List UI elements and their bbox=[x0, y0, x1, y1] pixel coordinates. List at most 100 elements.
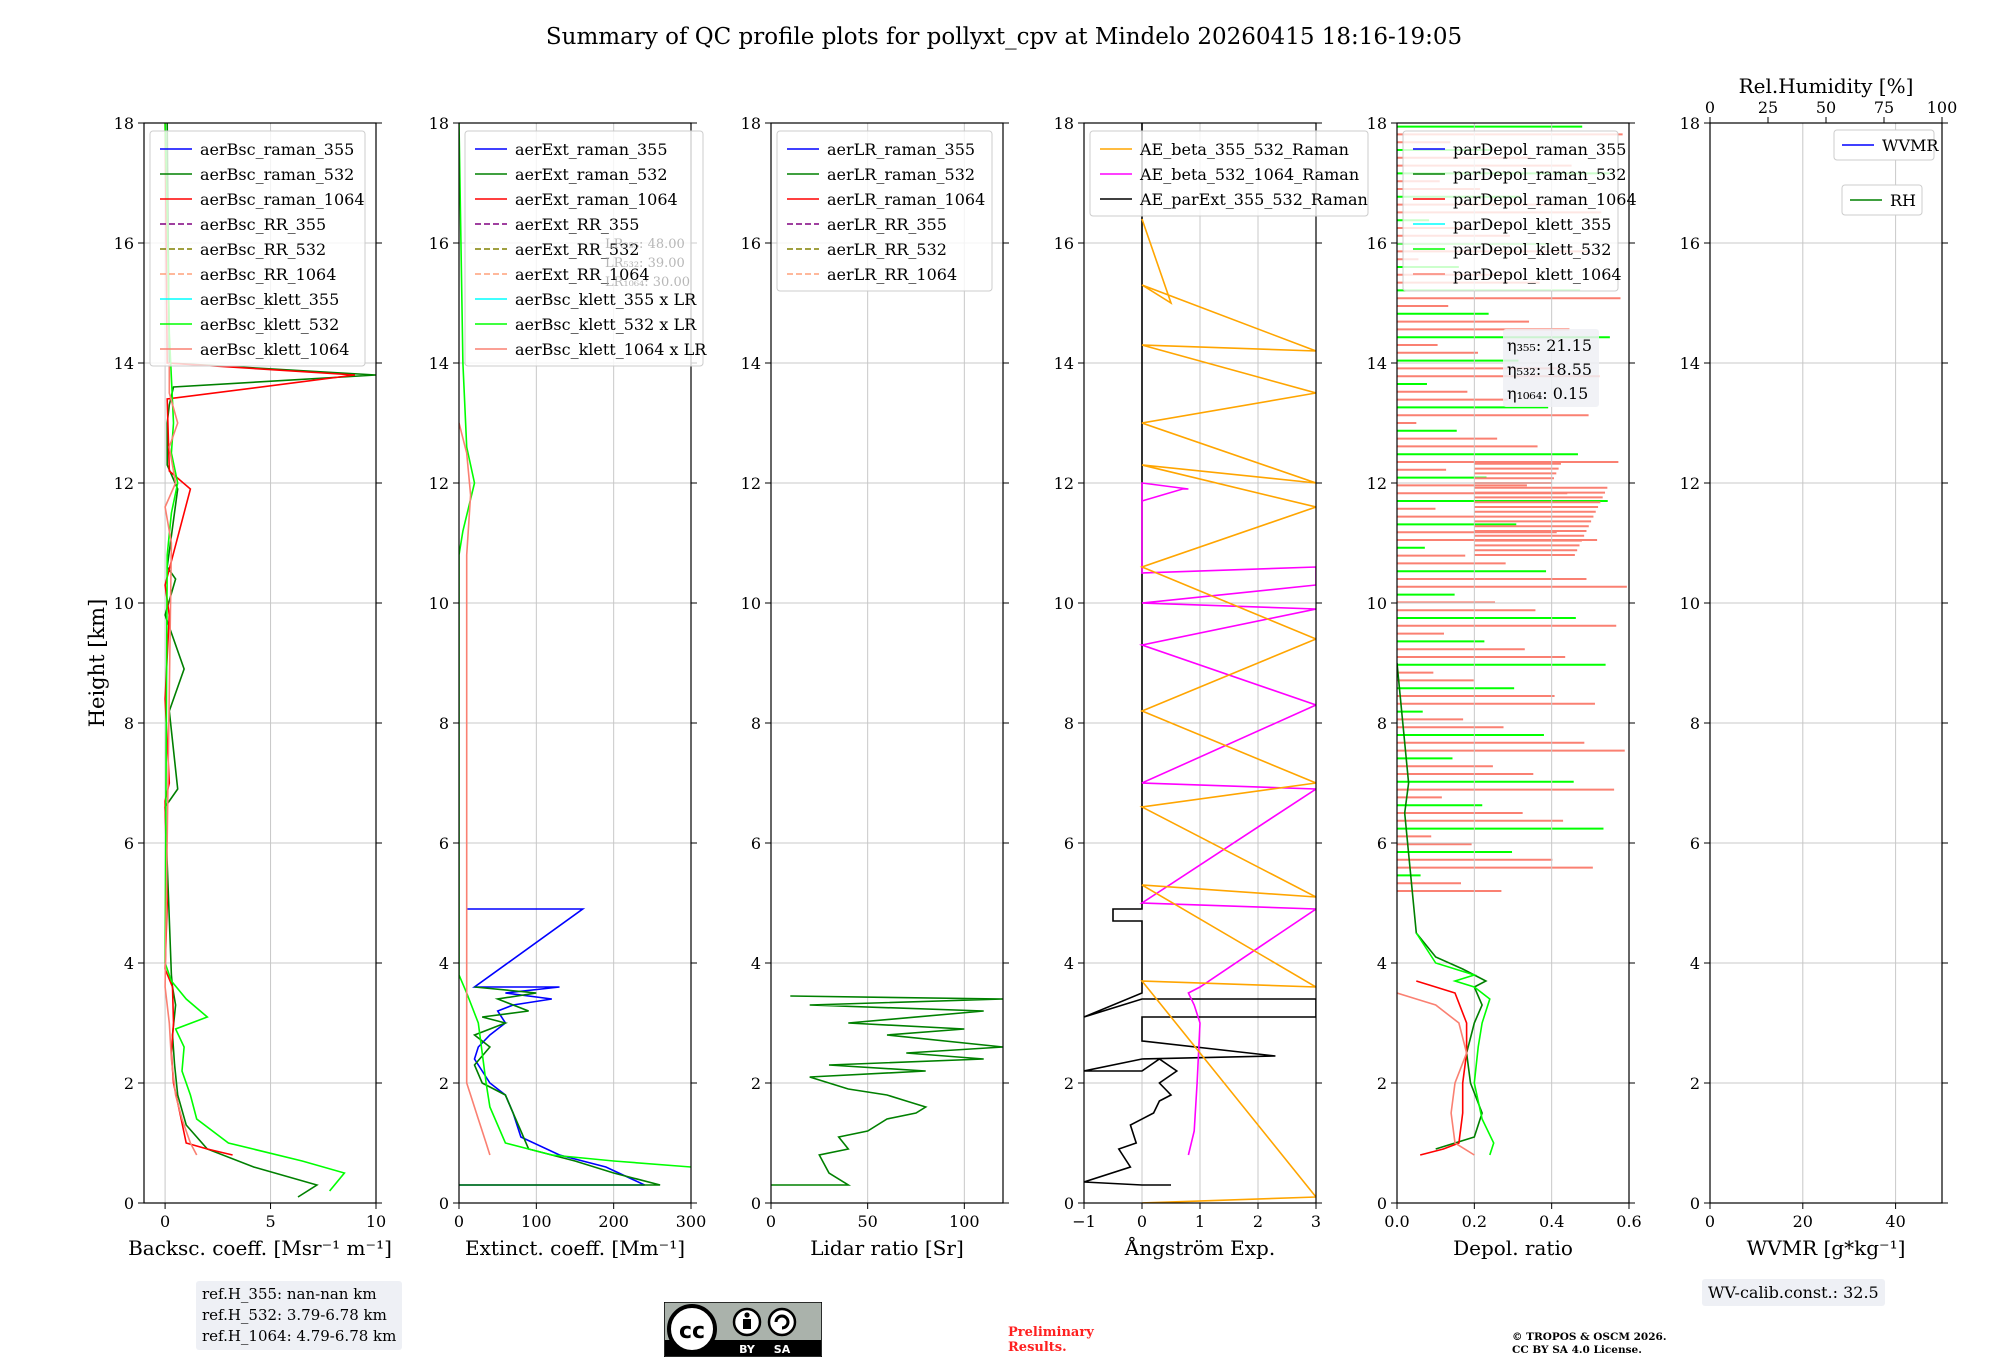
y-tick-label: 12 bbox=[1680, 474, 1700, 493]
panel-extinction: 0 100 200 300 0 2 4 6 8 10 12 14 16 18 Extinct. coeff.… bbox=[429, 114, 708, 1260]
series-aerBsc_raman_532 bbox=[164, 123, 376, 1198]
top-x-tick-label: 50 bbox=[1816, 98, 1836, 117]
legend-label: aerBsc_klett_1064 bbox=[200, 340, 349, 359]
legend: aerLR_raman_355 aerLR_raman_532 aerLR_rama… bbox=[776, 130, 993, 292]
y-tick-label: 8 bbox=[1690, 714, 1700, 733]
legend: aerBsc_raman_355 aerBsc_raman_532 aerBsc_r… bbox=[149, 130, 366, 367]
x-tick-label: 100 bbox=[949, 1212, 980, 1231]
legend-label: parDepol_klett_1064 bbox=[1453, 265, 1622, 284]
legend-label: aerLR_raman_532 bbox=[827, 165, 975, 184]
lidar-ratio-note: LR₁₀₆₄: 30.00 bbox=[605, 275, 690, 290]
y-tick-label: 0 bbox=[1377, 1194, 1387, 1213]
y-tick-label: 16 bbox=[1054, 234, 1074, 253]
x-tick-label: 200 bbox=[598, 1212, 629, 1231]
legend-WVMR: WVMR bbox=[1833, 129, 1939, 161]
series-parDepol_klett_532 bbox=[1415, 932, 1495, 1156]
figure-title: Summary of QC profile plots for pollyxt_… bbox=[546, 24, 1462, 50]
eta-box: η₃₅₅: 21.15 η₅₃₂: 18.55 η₁₀₆₄: 0.15 bbox=[1503, 329, 1599, 407]
lidar-ratio-note: LR₃₅₅: 48.00 bbox=[605, 237, 685, 252]
legend-label: aerLR_raman_1064 bbox=[827, 190, 985, 209]
series-aerBsc_klett_532 x LR bbox=[459, 123, 691, 1168]
y-tick-label: 2 bbox=[124, 1074, 134, 1093]
legend-label: aerExt_RR_355 bbox=[515, 215, 639, 234]
legend: aerExt_raman_355 aerExt_raman_532 aerExt_r… bbox=[464, 130, 707, 367]
y-tick-label: 12 bbox=[114, 474, 134, 493]
legend-frame bbox=[149, 130, 366, 367]
series-group bbox=[164, 123, 376, 1198]
legend-label: aerBsc_klett_355 bbox=[200, 290, 339, 309]
y-tick-label: 10 bbox=[1680, 594, 1700, 613]
legend-label: parDepol_klett_355 bbox=[1453, 215, 1611, 234]
copyright-line-2: CC BY SA 4.0 License. bbox=[1512, 1344, 1642, 1356]
y-tick-label: 10 bbox=[429, 594, 449, 613]
legend-frame bbox=[1402, 130, 1619, 292]
y-tick-label: 16 bbox=[741, 234, 761, 253]
x-tick-label: −1 bbox=[1072, 1212, 1096, 1231]
x-axis-label: WVMR [g*kg⁻¹] bbox=[1747, 1236, 1906, 1260]
y-tick-label: 14 bbox=[1367, 354, 1387, 373]
top-x-tick-label: 100 bbox=[1927, 98, 1958, 117]
x-tick-label: 1 bbox=[1195, 1212, 1205, 1231]
legend-label: aerBsc_raman_355 bbox=[200, 140, 354, 159]
x-tick-label: 50 bbox=[857, 1212, 877, 1231]
top-x-tick-label: 25 bbox=[1758, 98, 1778, 117]
legend-frame bbox=[464, 130, 704, 367]
legend-label: parDepol_raman_532 bbox=[1453, 165, 1626, 184]
x-tick-label: 20 bbox=[1793, 1212, 1813, 1231]
series-aerExt_raman_355 bbox=[459, 908, 645, 1186]
x-tick-label: 3 bbox=[1311, 1212, 1321, 1231]
x-tick-label: 300 bbox=[676, 1212, 707, 1231]
legend-RH: RH bbox=[1841, 184, 1923, 216]
y-tick-label: 8 bbox=[124, 714, 134, 733]
legend-label: aerBsc_klett_1064 x LR bbox=[515, 340, 707, 359]
y-tick-label: 14 bbox=[1680, 354, 1700, 373]
y-tick-label: 14 bbox=[741, 354, 761, 373]
y-tick-label: 14 bbox=[114, 354, 134, 373]
top-x-axis-label: Rel.Humidity [%] bbox=[1739, 74, 1914, 98]
legend-label: aerBsc_klett_532 x LR bbox=[515, 315, 697, 334]
y-tick-label: 12 bbox=[429, 474, 449, 493]
series-parDepol_raman_1064 bbox=[1416, 980, 1468, 1156]
x-tick-label: 5 bbox=[265, 1212, 275, 1231]
y-tick-label: 0 bbox=[751, 1194, 761, 1213]
series-AE_beta_532_1064_Raman bbox=[1138, 482, 1316, 1156]
x-axis-label: Depol. ratio bbox=[1453, 1236, 1573, 1260]
series-AE_parExt_355_532_Raman bbox=[1084, 123, 1316, 1186]
axes-frame bbox=[1083, 122, 1317, 1204]
y-tick-label: 18 bbox=[1054, 114, 1074, 133]
y-tick-label: 10 bbox=[114, 594, 134, 613]
legend-label: aerExt_raman_355 bbox=[515, 140, 668, 159]
x-tick-label: 2 bbox=[1253, 1212, 1263, 1231]
sa-logo-text: SA bbox=[774, 1343, 791, 1356]
y-tick-label: 12 bbox=[1367, 474, 1387, 493]
lidar-ratio-note: LR₅₃₂: 39.00 bbox=[605, 256, 685, 271]
y-tick-label: 6 bbox=[439, 834, 449, 853]
preliminary-results-note: Preliminary Results. bbox=[1008, 1325, 1094, 1355]
legend-label: aerBsc_RR_1064 bbox=[200, 265, 336, 284]
legend-label: AE_beta_532_1064_Raman bbox=[1139, 165, 1359, 184]
y-tick-label: 6 bbox=[1690, 834, 1700, 853]
series-aerLR_raman_532 bbox=[771, 995, 1003, 1186]
x-tick-label: 10 bbox=[366, 1212, 386, 1231]
axes-frame bbox=[458, 122, 692, 1204]
y-tick-label: 18 bbox=[114, 114, 134, 133]
y-tick-label: 8 bbox=[1064, 714, 1074, 733]
y-tick-label: 6 bbox=[1377, 834, 1387, 853]
y-tick-label: 4 bbox=[1377, 954, 1387, 973]
preliminary-line-1: Preliminary bbox=[1008, 1325, 1094, 1340]
legend-frame bbox=[1089, 130, 1369, 217]
axes-frame bbox=[1396, 122, 1630, 1204]
y-tick-label: 2 bbox=[1064, 1074, 1074, 1093]
y-tick-label: 8 bbox=[1377, 714, 1387, 733]
legend-label: aerExt_raman_1064 bbox=[515, 190, 678, 209]
ref-height-532: ref.H_532: 3.79-6.78 km bbox=[202, 1306, 387, 1324]
y-tick-label: 2 bbox=[439, 1074, 449, 1093]
legend-label: aerExt_RR_532 bbox=[515, 240, 639, 259]
legend-label: AE_beta_355_532_Raman bbox=[1139, 140, 1349, 159]
x-axis-label: Lidar ratio [Sr] bbox=[810, 1236, 964, 1260]
copyright-note: © TROPOS & OSCM 2026. CC BY SA 4.0 Licen… bbox=[1512, 1331, 1667, 1357]
y-tick-label: 18 bbox=[429, 114, 449, 133]
series-aerBsc_klett_1064 bbox=[164, 363, 198, 1156]
